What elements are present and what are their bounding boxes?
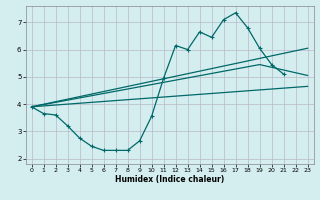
X-axis label: Humidex (Indice chaleur): Humidex (Indice chaleur) [115,175,224,184]
